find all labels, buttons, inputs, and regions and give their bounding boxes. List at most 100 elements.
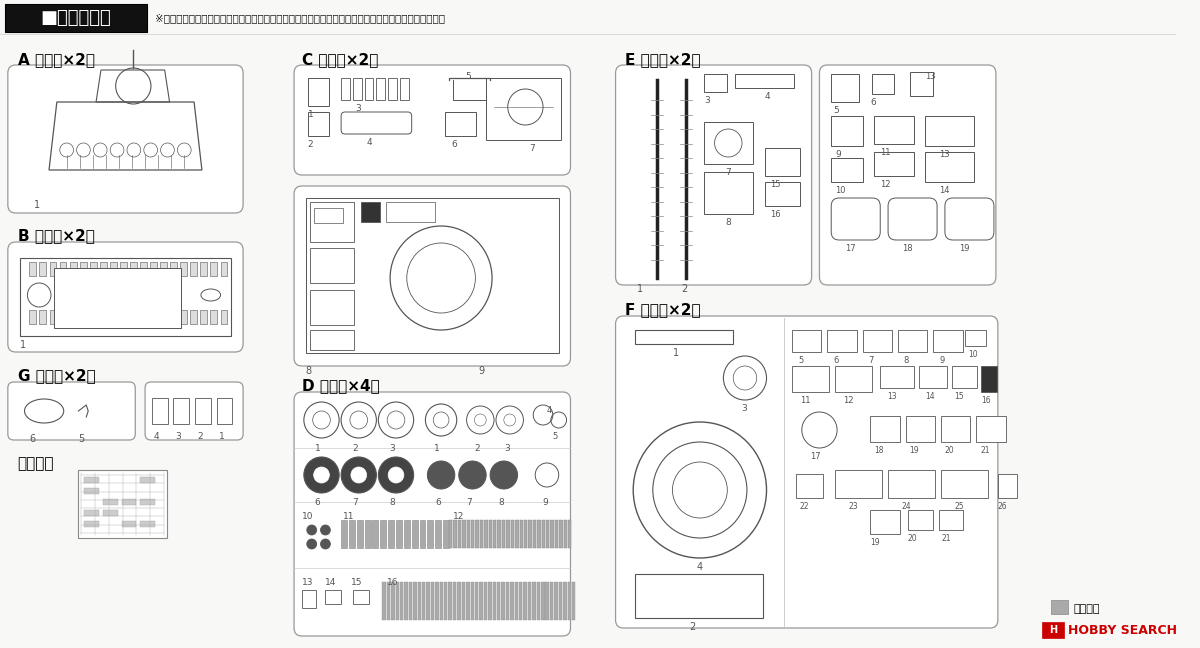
Bar [498, 520, 500, 548]
Bar [409, 582, 412, 620]
Bar [121, 477, 137, 483]
Bar [523, 582, 527, 620]
Bar [404, 520, 409, 548]
Bar [835, 470, 882, 498]
Bar [431, 582, 434, 620]
Bar [130, 262, 137, 276]
Text: 7: 7 [869, 356, 874, 365]
Bar [420, 520, 426, 548]
Bar [827, 330, 857, 352]
Bar [84, 521, 100, 527]
Bar [341, 520, 347, 548]
Bar [307, 112, 329, 136]
Bar [386, 202, 436, 222]
Bar [84, 499, 100, 505]
Bar [907, 510, 934, 530]
Text: G 部品（×2）: G 部品（×2） [18, 368, 95, 383]
Bar [353, 78, 361, 100]
Bar [881, 366, 913, 388]
Bar [792, 366, 829, 392]
Bar [386, 582, 390, 620]
Bar [388, 520, 394, 548]
Bar [103, 499, 118, 505]
Bar [79, 262, 86, 276]
Text: 16: 16 [982, 396, 991, 405]
Text: 9: 9 [542, 498, 548, 507]
Bar [541, 520, 545, 548]
Bar [559, 520, 563, 548]
Bar [210, 310, 217, 324]
Text: 5: 5 [553, 432, 558, 441]
Text: 15: 15 [350, 578, 362, 587]
Text: 10: 10 [968, 350, 978, 359]
Bar [551, 520, 554, 548]
Bar [221, 262, 228, 276]
Text: 19: 19 [959, 244, 970, 253]
Bar [70, 310, 77, 324]
FancyBboxPatch shape [341, 112, 412, 134]
Bar [49, 262, 56, 276]
Bar [422, 582, 426, 620]
Text: 6: 6 [451, 140, 457, 149]
Bar [572, 582, 575, 620]
Bar [310, 248, 354, 283]
Bar [121, 499, 137, 505]
Ellipse shape [427, 461, 455, 489]
Bar [906, 416, 935, 442]
Bar [982, 366, 997, 392]
Bar [910, 72, 934, 96]
Bar [485, 520, 487, 548]
FancyBboxPatch shape [8, 382, 136, 440]
Text: 11: 11 [881, 148, 890, 157]
Bar [120, 262, 127, 276]
Text: 13: 13 [302, 578, 313, 587]
Bar [140, 310, 146, 324]
Bar [121, 510, 137, 516]
Text: 9: 9 [940, 356, 944, 365]
Ellipse shape [388, 467, 404, 483]
Bar [524, 520, 527, 548]
Bar [444, 582, 448, 620]
Bar [200, 310, 208, 324]
Bar [90, 310, 97, 324]
Bar [554, 582, 558, 620]
Bar [832, 74, 859, 102]
Bar [550, 582, 553, 620]
Bar [60, 310, 66, 324]
Bar [486, 78, 560, 140]
Bar [325, 590, 341, 604]
Bar [377, 78, 385, 100]
Bar [341, 78, 350, 100]
Bar [152, 398, 168, 424]
Text: 4: 4 [366, 138, 372, 147]
Text: 15: 15 [770, 180, 781, 189]
Ellipse shape [307, 525, 317, 535]
Bar [870, 416, 900, 442]
Text: 17: 17 [810, 452, 821, 461]
Bar [493, 520, 497, 548]
FancyBboxPatch shape [832, 198, 881, 240]
Bar [941, 470, 988, 498]
Bar [191, 262, 197, 276]
Text: E 部品（×2）: E 部品（×2） [625, 52, 701, 67]
Text: 6: 6 [30, 434, 36, 444]
Bar [70, 262, 77, 276]
FancyBboxPatch shape [294, 186, 570, 366]
FancyBboxPatch shape [944, 198, 994, 240]
Bar [998, 474, 1018, 498]
Text: 11: 11 [343, 512, 354, 521]
Text: 8: 8 [904, 356, 910, 365]
Bar [445, 112, 476, 136]
Bar [764, 148, 800, 176]
Bar [361, 202, 380, 222]
Text: 1: 1 [307, 110, 313, 119]
Bar [40, 310, 47, 324]
Text: 5: 5 [798, 356, 803, 365]
Bar [30, 310, 36, 324]
Text: C 部品（×2）: C 部品（×2） [302, 52, 378, 67]
Bar [160, 262, 167, 276]
Text: 19: 19 [870, 538, 880, 547]
Text: 20: 20 [907, 534, 917, 543]
Bar [479, 582, 482, 620]
Text: 19: 19 [910, 446, 919, 455]
